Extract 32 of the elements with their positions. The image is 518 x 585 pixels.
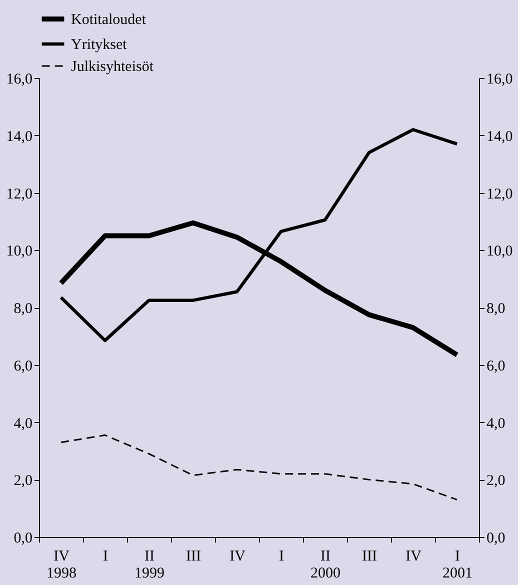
- legend-label: Yritykset: [71, 37, 128, 53]
- y2-tick-label: 0,0: [486, 530, 506, 546]
- y2-tick-label: 8,0: [486, 301, 506, 317]
- y-tick-label: 2,0: [14, 473, 32, 490]
- x-tick-label: III: [186, 548, 201, 564]
- x-tick-label: IV: [230, 548, 246, 564]
- y-tick-label: 6,0: [14, 358, 32, 374]
- y2-tick-label: 4,0: [486, 416, 506, 432]
- x-tick-label: II 1999: [134, 548, 164, 582]
- y-tick-label: 16,0: [6, 72, 32, 88]
- y2-tick-label: 14,0: [486, 128, 513, 145]
- y-tick-label: 14,0: [6, 128, 32, 145]
- y2-tick-label: 10,0: [486, 244, 513, 260]
- y2-tick-label: 16,0: [486, 72, 513, 88]
- legend-label: Julkisyhteisöt: [71, 59, 154, 75]
- y-tick-label: 12,0: [6, 186, 32, 202]
- y-tick-label: 10,0: [6, 244, 32, 260]
- y2-tick-label: 12,0: [486, 186, 513, 202]
- line-series: [60, 434, 458, 500]
- x-tick-label: IV: [406, 548, 422, 564]
- x-tick-label: I 2001: [442, 548, 472, 582]
- x-tick-label: III: [362, 548, 377, 564]
- x-tick-label: IV 1998: [46, 548, 76, 582]
- y-tick-label: 4,0: [14, 416, 32, 432]
- x-tick-label: I: [279, 548, 284, 564]
- y2-tick-label: 2,0: [486, 473, 506, 490]
- y-tick-label: 8,0: [14, 301, 32, 317]
- x-tick-label: II 2000: [310, 548, 340, 582]
- y2-tick-label: 6,0: [486, 358, 506, 374]
- y-tick-label: 0,0: [14, 530, 32, 546]
- x-tick-label: I: [103, 548, 108, 564]
- legend-label: Kotitaloudet: [71, 12, 147, 28]
